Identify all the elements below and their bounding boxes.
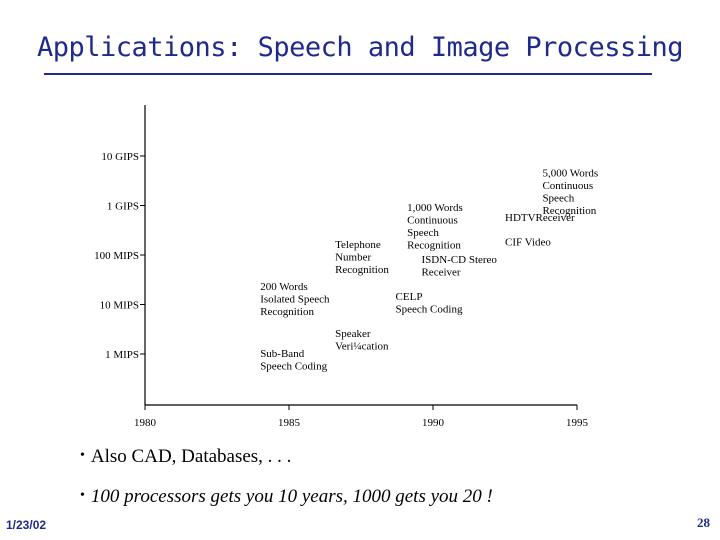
annotation-line: Continuous — [542, 180, 593, 192]
bullet-text: 100 processors gets you 10 years, 1000 g… — [90, 486, 493, 507]
bullet-list: • Also CAD, Databases, . . . • 100 process… — [80, 446, 493, 526]
application-annotation: CIF Video — [505, 237, 551, 249]
annotation-line: Recognition — [335, 264, 389, 276]
annotation-line: 1,000 Words — [407, 202, 463, 214]
application-annotation: Sub-Band Speech Coding — [260, 348, 327, 373]
application-annotation: HDTVReceiver — [505, 212, 575, 224]
annotation-line: Recognition — [260, 306, 314, 318]
annotation-line: Recognition — [542, 205, 596, 217]
x-tick-label: 1995 — [566, 417, 589, 429]
bullet-item: • 100 processors gets you 10 years, 1000 … — [80, 486, 493, 508]
annotation-line: Recognition — [407, 239, 461, 251]
application-annotation: 200 Words Isolated Speech Recognition — [260, 281, 330, 318]
annotation-line: Telephone — [335, 239, 381, 251]
x-tick-label: 1980 — [134, 417, 157, 429]
annotation-line: Speech — [542, 192, 574, 204]
annotation-line: Speaker — [335, 328, 371, 340]
annotation-line: Sub-Band — [260, 348, 305, 360]
annotation-line: Receiver — [421, 266, 460, 278]
annotation-line: HDTVReceiver — [505, 212, 575, 224]
page-number: 28 — [697, 515, 710, 530]
annotation-line: Continuous — [407, 214, 458, 226]
application-annotation: 5,000 Words Continuous Speech Recognition — [542, 167, 598, 217]
annotation-line: Number — [335, 252, 371, 264]
annotation-line: 200 Words — [260, 281, 308, 293]
slide-title: Applications: Speech and Image Processin… — [37, 32, 683, 63]
title-underline — [44, 73, 652, 75]
annotation-line: ISDN-CD Stereo — [421, 254, 497, 266]
bullet-text: Also CAD, Databases, . . . — [90, 446, 292, 467]
y-tick-label: 10 MIPS — [100, 300, 139, 312]
y-tick-label: 100 MIPS — [94, 250, 139, 262]
annotation-line: CIF Video — [505, 237, 551, 249]
application-annotation: 1,000 Words Continuous Speech Recognition — [407, 202, 463, 252]
bullet-item: • Also CAD, Databases, . . . — [80, 446, 493, 468]
bullet-icon: • — [80, 448, 85, 463]
annotation-line: Speech Coding — [260, 361, 327, 373]
annotation-line: Isolated Speech — [260, 294, 330, 306]
bullet-icon: • — [80, 488, 85, 503]
annotation-line: CELP — [396, 291, 423, 303]
y-tick-label: 10 GIPS — [101, 151, 139, 163]
y-tick-label: 1 GIPS — [107, 201, 139, 213]
annotation-line: 5,000 Words — [542, 167, 598, 179]
application-annotation: Telephone Number Recognition — [335, 239, 389, 276]
annotation-line: Veri¼cation — [335, 341, 389, 353]
y-tick-label: 1 MIPS — [105, 349, 139, 361]
annotation-line: Speech Coding — [396, 304, 463, 316]
x-tick-label: 1985 — [278, 417, 301, 429]
slide-date: 1/23/02 — [6, 518, 47, 532]
application-annotation: CELP Speech Coding — [396, 291, 463, 316]
x-tick-label: 1990 — [422, 417, 445, 429]
annotation-line: Speech — [407, 227, 439, 239]
application-annotation: ISDN-CD Stereo Receiver — [421, 254, 497, 279]
application-annotation: Speaker Veri¼cation — [335, 328, 389, 353]
